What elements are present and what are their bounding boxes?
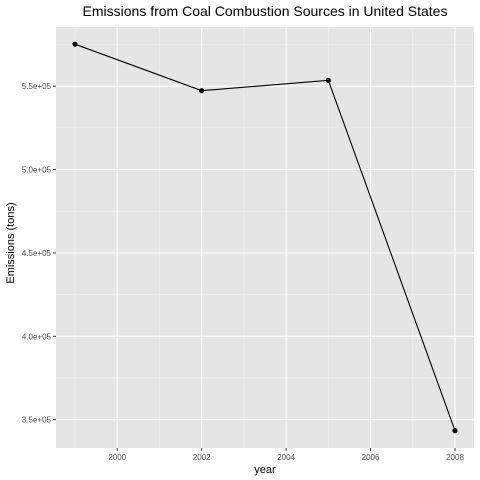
series-layer xyxy=(72,41,458,434)
x-axis: 2000 2002 2004 2006 2008 xyxy=(108,448,464,462)
x-tick-label: 2004 xyxy=(277,453,295,462)
major-gridlines xyxy=(56,27,474,448)
minor-gridlines xyxy=(56,27,474,448)
data-point xyxy=(199,88,205,94)
y-tick-label: 4.5e+05 xyxy=(22,249,52,258)
x-axis-title: year xyxy=(254,464,276,476)
x-tick-label: 2002 xyxy=(193,453,211,462)
y-tick-label: 4.0e+05 xyxy=(22,332,52,341)
y-axis-title: Emissions (tons) xyxy=(5,202,17,283)
chart-title: Emissions from Coal Combustion Sources i… xyxy=(83,3,448,19)
y-tick-label: 3.5e+05 xyxy=(22,416,52,425)
x-tick-label: 2008 xyxy=(446,453,464,462)
data-point xyxy=(452,428,458,434)
data-point xyxy=(72,41,78,47)
x-tick-label: 2000 xyxy=(108,453,126,462)
x-tick-label: 2006 xyxy=(362,453,380,462)
series-line xyxy=(74,43,456,431)
y-tick-label: 5.5e+05 xyxy=(22,82,52,91)
y-axis: 3.5e+05 4.0e+05 4.5e+05 5.0e+05 5.5e+05 xyxy=(22,82,56,425)
y-tick-label: 5.0e+05 xyxy=(22,166,52,175)
plot-panel xyxy=(56,27,474,448)
data-point xyxy=(325,77,331,83)
